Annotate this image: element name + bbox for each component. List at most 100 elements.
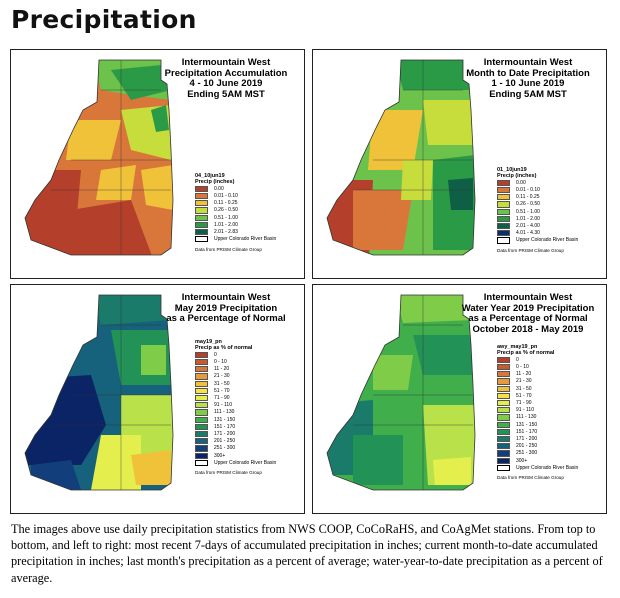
legend-item: 11 - 20 xyxy=(497,371,578,378)
legend-label: 51 - 70 xyxy=(516,392,532,399)
legend-swatch xyxy=(195,452,208,459)
legend-item: 31 - 50 xyxy=(195,380,276,387)
legend-label: 171 - 200 xyxy=(214,430,236,437)
map-legend: 04_10jun19 Precip (inches) 0.00 0.01 - 0.… xyxy=(195,173,277,252)
legend-swatch xyxy=(497,194,510,201)
legend-item: 0.26 - 0.50 xyxy=(497,201,578,208)
legend-item: 0.00 xyxy=(195,185,276,193)
legend-swatch xyxy=(195,351,208,359)
map-graphic xyxy=(326,294,476,491)
legend-swatch xyxy=(195,373,208,380)
legend-item: 91 - 110 xyxy=(195,402,276,409)
legend-label: 31 - 50 xyxy=(516,385,532,392)
legend-label: 251 - 300 xyxy=(516,450,538,457)
panel-title: Intermountain West Month to Date Precipi… xyxy=(466,57,590,100)
legend-item: 131 - 150 xyxy=(497,421,578,428)
legend-swatch xyxy=(195,380,208,387)
map-panel-water-year-percent-normal[interactable]: Intermountain West Water Year 2019 Preci… xyxy=(312,284,607,514)
legend-label: 0 xyxy=(516,356,519,363)
page-title: Precipitation xyxy=(11,5,197,34)
legend-item: 111 - 130 xyxy=(195,409,276,416)
legend-swatch xyxy=(195,387,208,395)
legend-label: 131 - 150 xyxy=(516,421,538,428)
legend-item: 131 - 150 xyxy=(195,416,276,423)
legend-swatch xyxy=(195,402,208,409)
legend-swatch xyxy=(497,179,510,187)
map-graphic xyxy=(24,294,174,491)
legend-swatch xyxy=(497,421,510,428)
legend-item: 201 - 250 xyxy=(195,438,276,445)
legend-item: 51 - 70 xyxy=(195,387,276,395)
legend-label: 171 - 200 xyxy=(516,435,538,442)
legend-swatch xyxy=(497,435,510,443)
legend-item: 0 xyxy=(195,351,276,359)
legend-swatch xyxy=(195,409,208,416)
legend-label: 11 - 20 xyxy=(516,371,532,378)
legend-item: 0.00 xyxy=(497,179,578,187)
legend-label: 71 - 90 xyxy=(516,400,532,407)
legend-item: 300+ xyxy=(195,452,276,459)
legend-swatch xyxy=(497,230,510,237)
legend-item: 0.11 - 0.25 xyxy=(497,194,578,201)
legend-label: 91 - 110 xyxy=(214,402,232,409)
legend-item: 111 - 130 xyxy=(497,414,578,421)
legend-swatch xyxy=(195,193,208,200)
panel-title: Intermountain West Precipitation Accumul… xyxy=(164,57,288,100)
legend-swatch xyxy=(497,371,510,378)
legend-label: 4.01 - 4.30 xyxy=(516,230,540,237)
legend-item: 0 xyxy=(497,356,578,364)
legend-item: 91 - 110 xyxy=(497,407,578,414)
basin-swatch xyxy=(195,236,208,243)
legend-item: 171 - 200 xyxy=(497,435,578,443)
legend-item: 151 - 170 xyxy=(497,428,578,435)
basin-swatch xyxy=(497,464,510,471)
map-panel-may-percent-normal[interactable]: Intermountain West May 2019 Precipitatio… xyxy=(10,284,305,514)
legend-item: 2.01 - 4.00 xyxy=(497,223,578,230)
map-legend: 01_10jun19 Precip (inches) 0.00 0.01 - 0.… xyxy=(497,167,579,254)
legend-item: 51 - 70 xyxy=(497,392,578,400)
legend-swatch xyxy=(497,443,510,450)
legend-item: 201 - 250 xyxy=(497,443,578,450)
legend-swatch xyxy=(195,423,208,430)
legend-item: 21 - 30 xyxy=(195,373,276,380)
legend-swatch xyxy=(497,414,510,421)
legend-item: 0.51 - 1.00 xyxy=(195,214,276,221)
legend-item: 2.01 - 2.83 xyxy=(195,229,276,236)
legend-swatch xyxy=(195,395,208,402)
legend-swatch xyxy=(497,187,510,194)
map-panel-7day-accumulation[interactable]: Intermountain West Precipitation Accumul… xyxy=(10,49,305,279)
legend-label: 51 - 70 xyxy=(214,387,230,394)
legend-item: 1.01 - 2.00 xyxy=(497,215,578,223)
map-panel-month-to-date[interactable]: Intermountain West Month to Date Precipi… xyxy=(312,49,607,279)
legend-item: 0.01 - 0.10 xyxy=(195,193,276,200)
legend-item: 251 - 300 xyxy=(195,445,276,452)
legend-label: 151 - 170 xyxy=(214,423,236,430)
legend-swatch xyxy=(195,200,208,207)
legend-swatch xyxy=(195,438,208,445)
legend-swatch xyxy=(195,207,208,214)
legend-item: 0 - 10 xyxy=(497,364,578,371)
legend-swatch xyxy=(195,430,208,438)
legend-label: 1.01 - 2.00 xyxy=(516,215,540,222)
legend-item: 0.51 - 1.00 xyxy=(497,208,578,215)
legend-swatch xyxy=(497,208,510,215)
caption: The images above use daily precipitation… xyxy=(11,522,603,585)
legend-swatch xyxy=(497,385,510,392)
legend-swatch xyxy=(195,366,208,373)
legend-swatch xyxy=(497,450,510,457)
legend-label: 111 - 130 xyxy=(214,409,235,416)
legend-label: 201 - 250 xyxy=(516,443,538,450)
legend-label: 31 - 50 xyxy=(214,380,230,387)
legend-label: 131 - 150 xyxy=(214,416,236,423)
legend-label: 1.01 - 2.00 xyxy=(214,221,238,228)
legend-item: 171 - 200 xyxy=(195,430,276,438)
legend-label: 0.00 xyxy=(214,185,224,192)
legend-item: 0.11 - 0.25 xyxy=(195,200,276,207)
legend-item: 0.01 - 0.10 xyxy=(497,187,578,194)
legend-label: 0.11 - 0.25 xyxy=(516,194,540,201)
legend-label: 251 - 300 xyxy=(214,445,236,452)
legend-swatch xyxy=(497,457,510,464)
legend-swatch xyxy=(497,201,510,208)
map-graphic xyxy=(326,59,476,256)
map-graphic xyxy=(24,59,174,256)
